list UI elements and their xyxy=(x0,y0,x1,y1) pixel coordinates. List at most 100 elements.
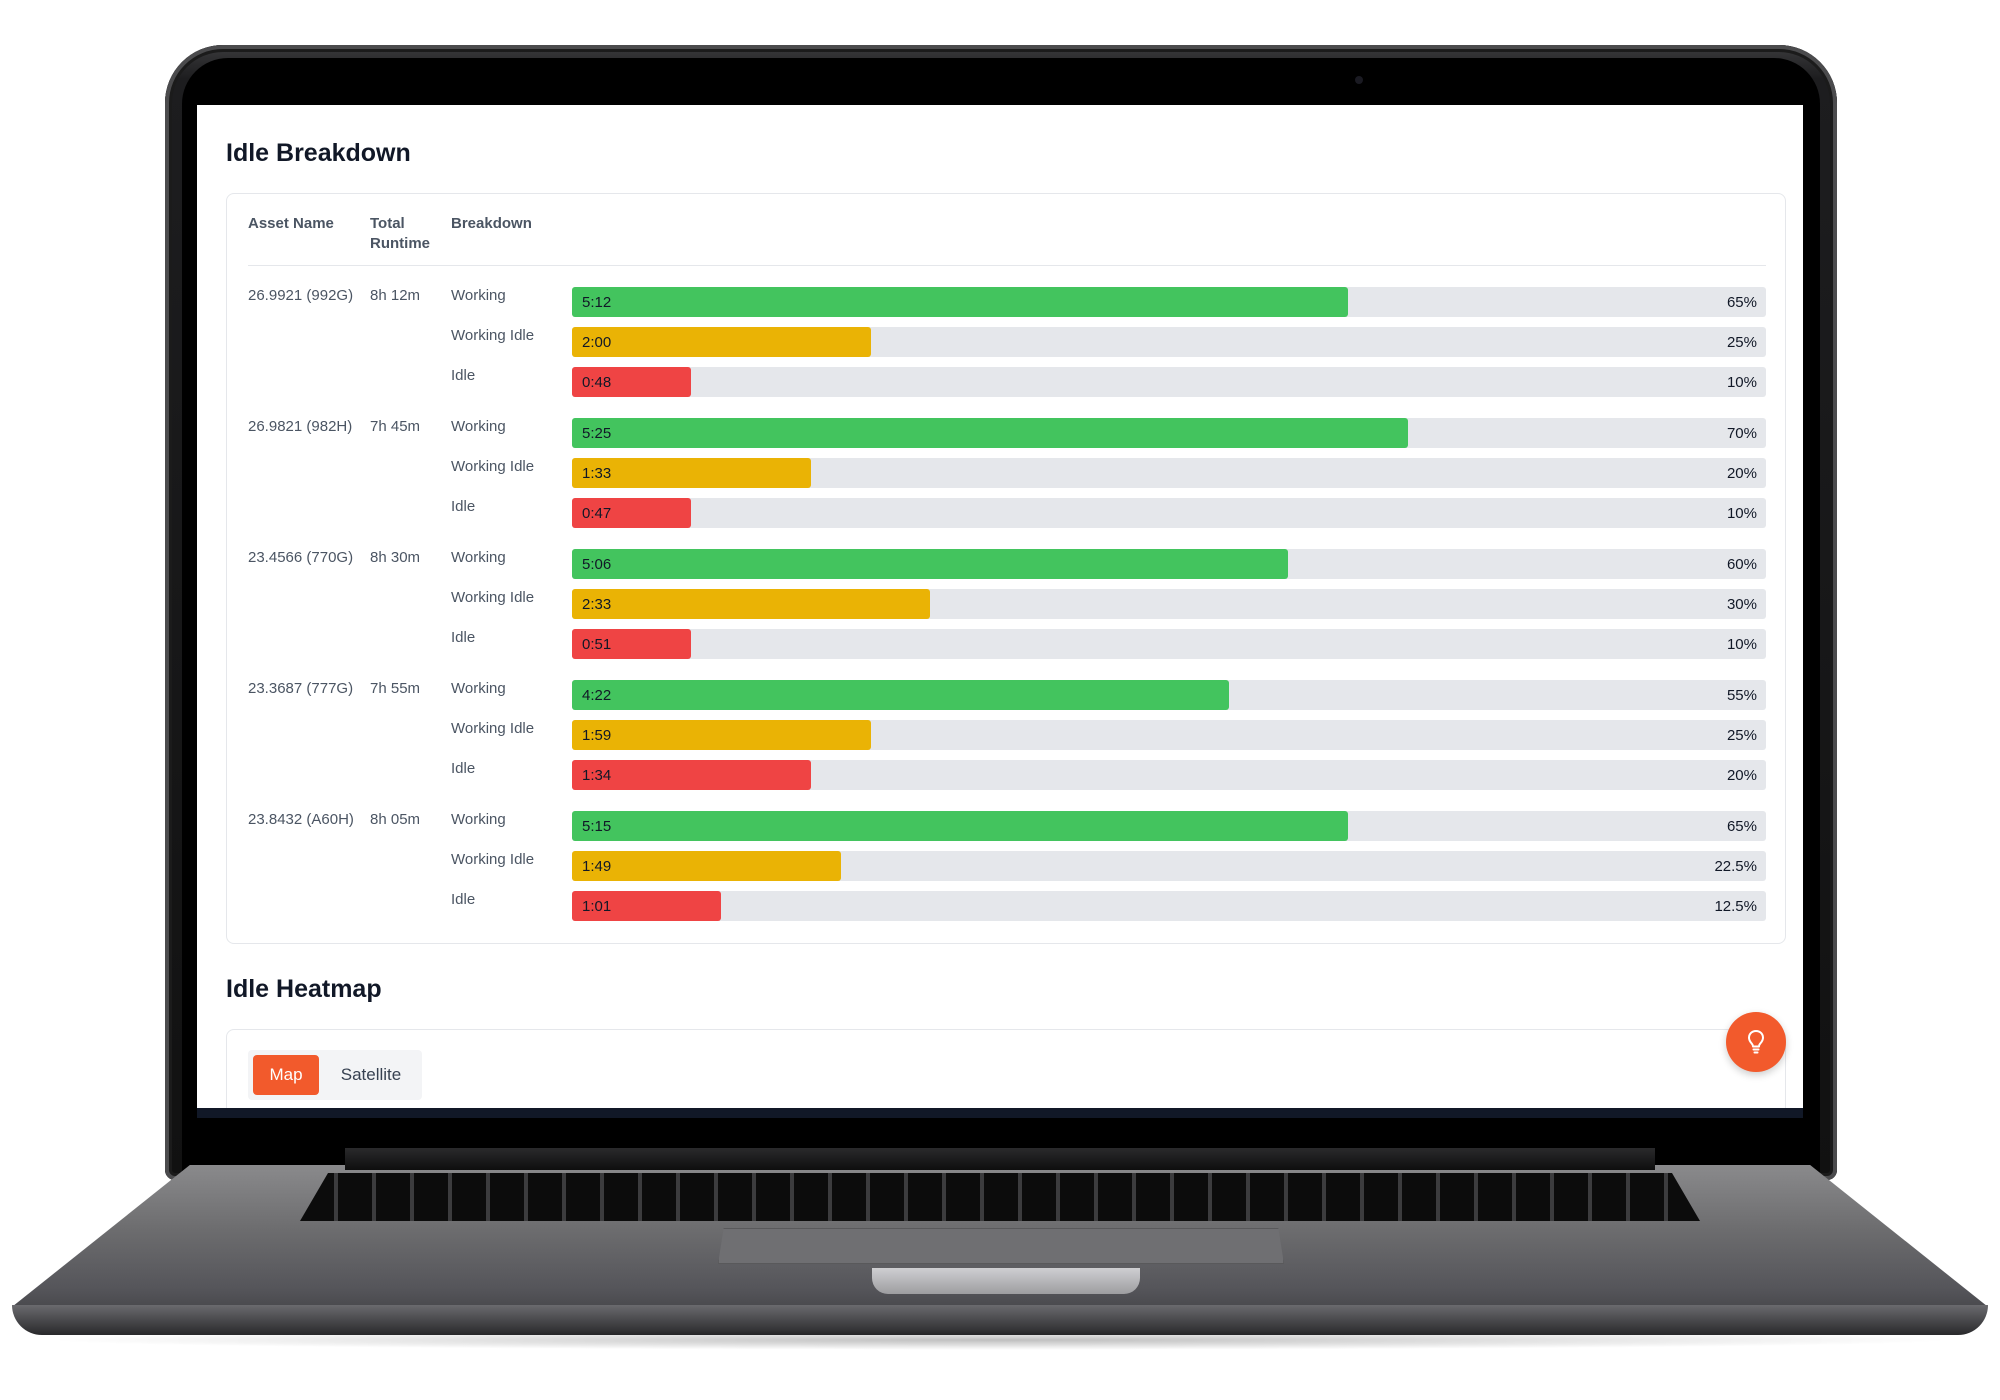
laptop-notch xyxy=(872,1268,1140,1294)
breakdown-category-label: Working xyxy=(451,287,506,304)
breakdown-percentage: 10% xyxy=(1726,636,1757,653)
progress-track: 1:59 25% xyxy=(572,720,1766,750)
laptop-base-edge xyxy=(12,1305,1988,1335)
idle-breakdown-card: Asset Name Total Runtime Breakdown 26.99… xyxy=(226,193,1786,944)
asset-name: 23.8432 (A60H) xyxy=(248,811,354,828)
progress-fill-idle xyxy=(572,367,692,397)
asset-name: 26.9921 (992G) xyxy=(248,287,354,304)
asset-name: 23.3687 (777G) xyxy=(248,680,354,697)
breakdown-percentage: 20% xyxy=(1726,767,1757,784)
asset-name: 23.4566 (770G) xyxy=(248,549,354,566)
breakdown-category-label: Working xyxy=(451,811,506,828)
breakdown-percentage: 30% xyxy=(1726,596,1757,613)
breakdown-duration: 1:34 xyxy=(582,767,612,784)
breakdown-category-label: Idle xyxy=(451,629,476,646)
breakdown-duration: 1:01 xyxy=(582,898,612,915)
breakdown-duration: 5:25 xyxy=(582,425,612,442)
progress-track: 2:00 25% xyxy=(572,327,1766,357)
satellite-view-button[interactable]: Satellite xyxy=(340,1065,402,1084)
breakdown-duration: 0:48 xyxy=(582,374,612,391)
progress-fill-working-idle xyxy=(572,720,871,750)
progress-fill-working xyxy=(572,549,1289,579)
breakdown-percentage: 65% xyxy=(1726,818,1757,835)
column-header-asset-name: Asset Name xyxy=(248,215,334,232)
breakdown-category-label: Idle xyxy=(451,891,476,908)
progress-fill-idle xyxy=(572,629,692,659)
breakdown-row-idle: Idle 1:01 12.5% xyxy=(248,889,1766,921)
progress-track: 1:49 22.5% xyxy=(572,851,1766,881)
column-header-total-runtime: Total Runtime xyxy=(370,215,430,252)
map-view-button[interactable]: Map xyxy=(253,1055,319,1095)
breakdown-category-label: Working xyxy=(451,418,506,435)
screen-bottom-edge xyxy=(197,1108,1803,1118)
breakdown-duration: 2:00 xyxy=(582,334,612,351)
breakdown-duration: 5:15 xyxy=(582,818,612,835)
breakdown-row-idle: Idle 0:48 10% xyxy=(248,365,1766,397)
breakdown-percentage: 25% xyxy=(1726,727,1757,744)
table-row: 23.4566 (770G) 8h 30m Working 5:06 60% Workin… xyxy=(248,547,1766,678)
breakdown-row-working-idle: Working Idle 2:33 30% xyxy=(248,587,1766,619)
breakdown-percentage: 22.5% xyxy=(1714,858,1757,875)
progress-fill-idle xyxy=(572,760,811,790)
progress-fill-working xyxy=(572,680,1229,710)
breakdown-row-working-idle: Working Idle 1:33 20% xyxy=(248,456,1766,488)
progress-track: 5:25 70% xyxy=(572,418,1766,448)
breakdown-duration: 1:49 xyxy=(582,858,612,875)
breakdown-row-working: Working 5:25 70% xyxy=(248,416,1766,448)
breakdown-duration: 5:12 xyxy=(582,294,612,311)
laptop-hinge xyxy=(345,1148,1655,1170)
breakdown-duration: 0:47 xyxy=(582,505,612,522)
laptop-trackpad xyxy=(718,1228,1284,1264)
breakdown-row-working-idle: Working Idle 1:49 22.5% xyxy=(248,849,1766,881)
laptop-keyboard xyxy=(300,1173,1700,1221)
breakdown-duration: 4:22 xyxy=(582,687,612,704)
breakdown-percentage: 10% xyxy=(1726,505,1757,522)
progress-fill-working xyxy=(572,287,1349,317)
breakdown-duration: 0:51 xyxy=(582,636,612,653)
progress-fill-working-idle xyxy=(572,458,811,488)
progress-track: 5:12 65% xyxy=(572,287,1766,317)
breakdown-row-idle: Idle 0:47 10% xyxy=(248,496,1766,528)
laptop-shadow xyxy=(40,1330,1960,1350)
breakdown-row-working-idle: Working Idle 1:59 25% xyxy=(248,718,1766,750)
lightbulb-icon xyxy=(1748,1030,1764,1054)
asset-total-runtime: 7h 45m xyxy=(370,418,421,435)
map-type-toggle: Map Satellite xyxy=(248,1050,422,1100)
idle-heatmap-card: Map Satellite xyxy=(226,1029,1786,1108)
idle-breakdown-title: Idle Breakdown xyxy=(226,139,411,167)
tips-button[interactable] xyxy=(1726,1012,1786,1072)
progress-track: 0:48 10% xyxy=(572,367,1766,397)
asset-total-runtime: 8h 30m xyxy=(370,549,421,566)
breakdown-row-working: Working 5:12 65% xyxy=(248,285,1766,317)
breakdown-row-idle: Idle 0:51 10% xyxy=(248,627,1766,659)
breakdown-percentage: 10% xyxy=(1726,374,1757,391)
progress-fill-working xyxy=(572,418,1408,448)
table-row: 23.3687 (777G) 7h 55m Working 4:22 55% Workin… xyxy=(248,678,1766,809)
table-row: 26.9921 (992G) 8h 12m Working 5:12 65% Workin… xyxy=(248,285,1766,416)
breakdown-category-label: Working Idle xyxy=(451,458,535,475)
breakdown-percentage: 65% xyxy=(1726,294,1757,311)
table-header: Asset Name Total Runtime Breakdown xyxy=(248,214,1766,266)
progress-track: 4:22 55% xyxy=(572,680,1766,710)
breakdown-percentage: 25% xyxy=(1726,334,1757,351)
progress-track: 2:33 30% xyxy=(572,589,1766,619)
laptop-screen: Idle Breakdown Asset Name Total Runtime … xyxy=(197,105,1803,1108)
breakdown-category-label: Idle xyxy=(451,760,476,777)
camera-icon xyxy=(1355,76,1363,84)
breakdown-category-label: Working xyxy=(451,549,506,566)
breakdown-category-label: Idle xyxy=(451,498,476,515)
breakdown-row-working: Working 5:15 65% xyxy=(248,809,1766,841)
progress-fill-working-idle xyxy=(572,589,931,619)
progress-fill-working xyxy=(572,811,1349,841)
breakdown-percentage: 70% xyxy=(1726,425,1757,442)
breakdown-duration: 5:06 xyxy=(582,556,612,573)
asset-total-runtime: 7h 55m xyxy=(370,680,421,697)
breakdown-percentage: 60% xyxy=(1726,556,1757,573)
breakdown-percentage: 55% xyxy=(1726,687,1757,704)
breakdown-row-working: Working 4:22 55% xyxy=(248,678,1766,710)
breakdown-row-idle: Idle 1:34 20% xyxy=(248,758,1766,790)
progress-track: 1:34 20% xyxy=(572,760,1766,790)
progress-track: 1:33 20% xyxy=(572,458,1766,488)
progress-fill-working-idle xyxy=(572,851,841,881)
progress-track: 5:06 60% xyxy=(572,549,1766,579)
